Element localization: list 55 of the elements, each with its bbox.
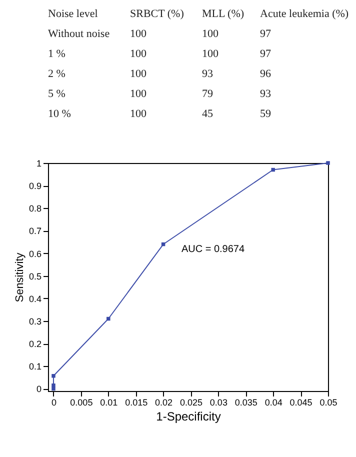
text: 97 — [260, 28, 272, 40]
y-tick-label: 0.1 — [28, 362, 42, 372]
point — [52, 374, 56, 378]
text: 100 — [130, 108, 147, 120]
y-tick-label: 0.9 — [28, 181, 42, 192]
y-tick-label: 0 — [36, 384, 42, 394]
text: 100 — [130, 28, 147, 40]
point — [52, 383, 56, 388]
text: 2 % — [48, 68, 66, 80]
text: 100 — [130, 68, 147, 80]
y-tick-label: 0.2 — [28, 339, 42, 350]
text: 93 — [202, 68, 214, 80]
y-tick-label: 0.4 — [28, 294, 42, 304]
x-axis-title: 1-Specificity — [156, 410, 221, 424]
x-tick-label: 0.05 — [320, 398, 338, 408]
y-axis-title: Sensitivity — [14, 252, 26, 302]
text: SRBCT (%) — [130, 8, 184, 20]
text: 96 — [260, 68, 272, 80]
y-tick-label: 0.5 — [28, 271, 42, 282]
x-tick-label: 0 — [51, 398, 56, 408]
text: 97 — [260, 48, 272, 60]
x-tick-label: 0.03 — [210, 398, 228, 408]
text: 79 — [202, 88, 214, 100]
x-tick-label: 0.005 — [70, 398, 93, 408]
text: 1 % — [48, 48, 66, 60]
y-tick-label: 0.6 — [28, 248, 42, 259]
text: 5 % — [48, 88, 66, 100]
text: 100 — [130, 88, 147, 100]
x-tick-label: 0.045 — [290, 398, 312, 408]
x-tick-label: 0.015 — [125, 398, 148, 408]
text: Noise level — [48, 8, 98, 20]
point — [106, 316, 110, 321]
text: 93 — [260, 88, 272, 100]
point — [271, 168, 275, 172]
x-tick-label: 0.02 — [155, 398, 173, 408]
x-tick-label: 0.035 — [234, 398, 258, 408]
y-tick-label: 0.7 — [28, 226, 42, 236]
text: Acute leukemia (%) — [260, 8, 349, 20]
y-tick-label: 0.3 — [28, 316, 42, 327]
y-tick-label: 0.8 — [28, 204, 42, 214]
text: 45 — [202, 108, 214, 120]
x-tick-label: 0.04 — [264, 398, 282, 408]
annotation: AUC = 0.9674 — [181, 244, 245, 255]
text: 100 — [130, 48, 147, 60]
point — [52, 386, 56, 391]
x-tick-label: 0.01 — [100, 398, 118, 408]
text: Without noise — [48, 28, 110, 40]
text: 59 — [260, 108, 272, 120]
point — [326, 161, 330, 165]
x-tick-label: 0.025 — [180, 398, 203, 408]
text: 100 — [202, 48, 219, 60]
text: 100 — [202, 28, 219, 40]
text: 10 % — [48, 108, 71, 120]
y-tick-label: 1 — [36, 158, 42, 168]
text: MLL (%) — [202, 8, 244, 20]
